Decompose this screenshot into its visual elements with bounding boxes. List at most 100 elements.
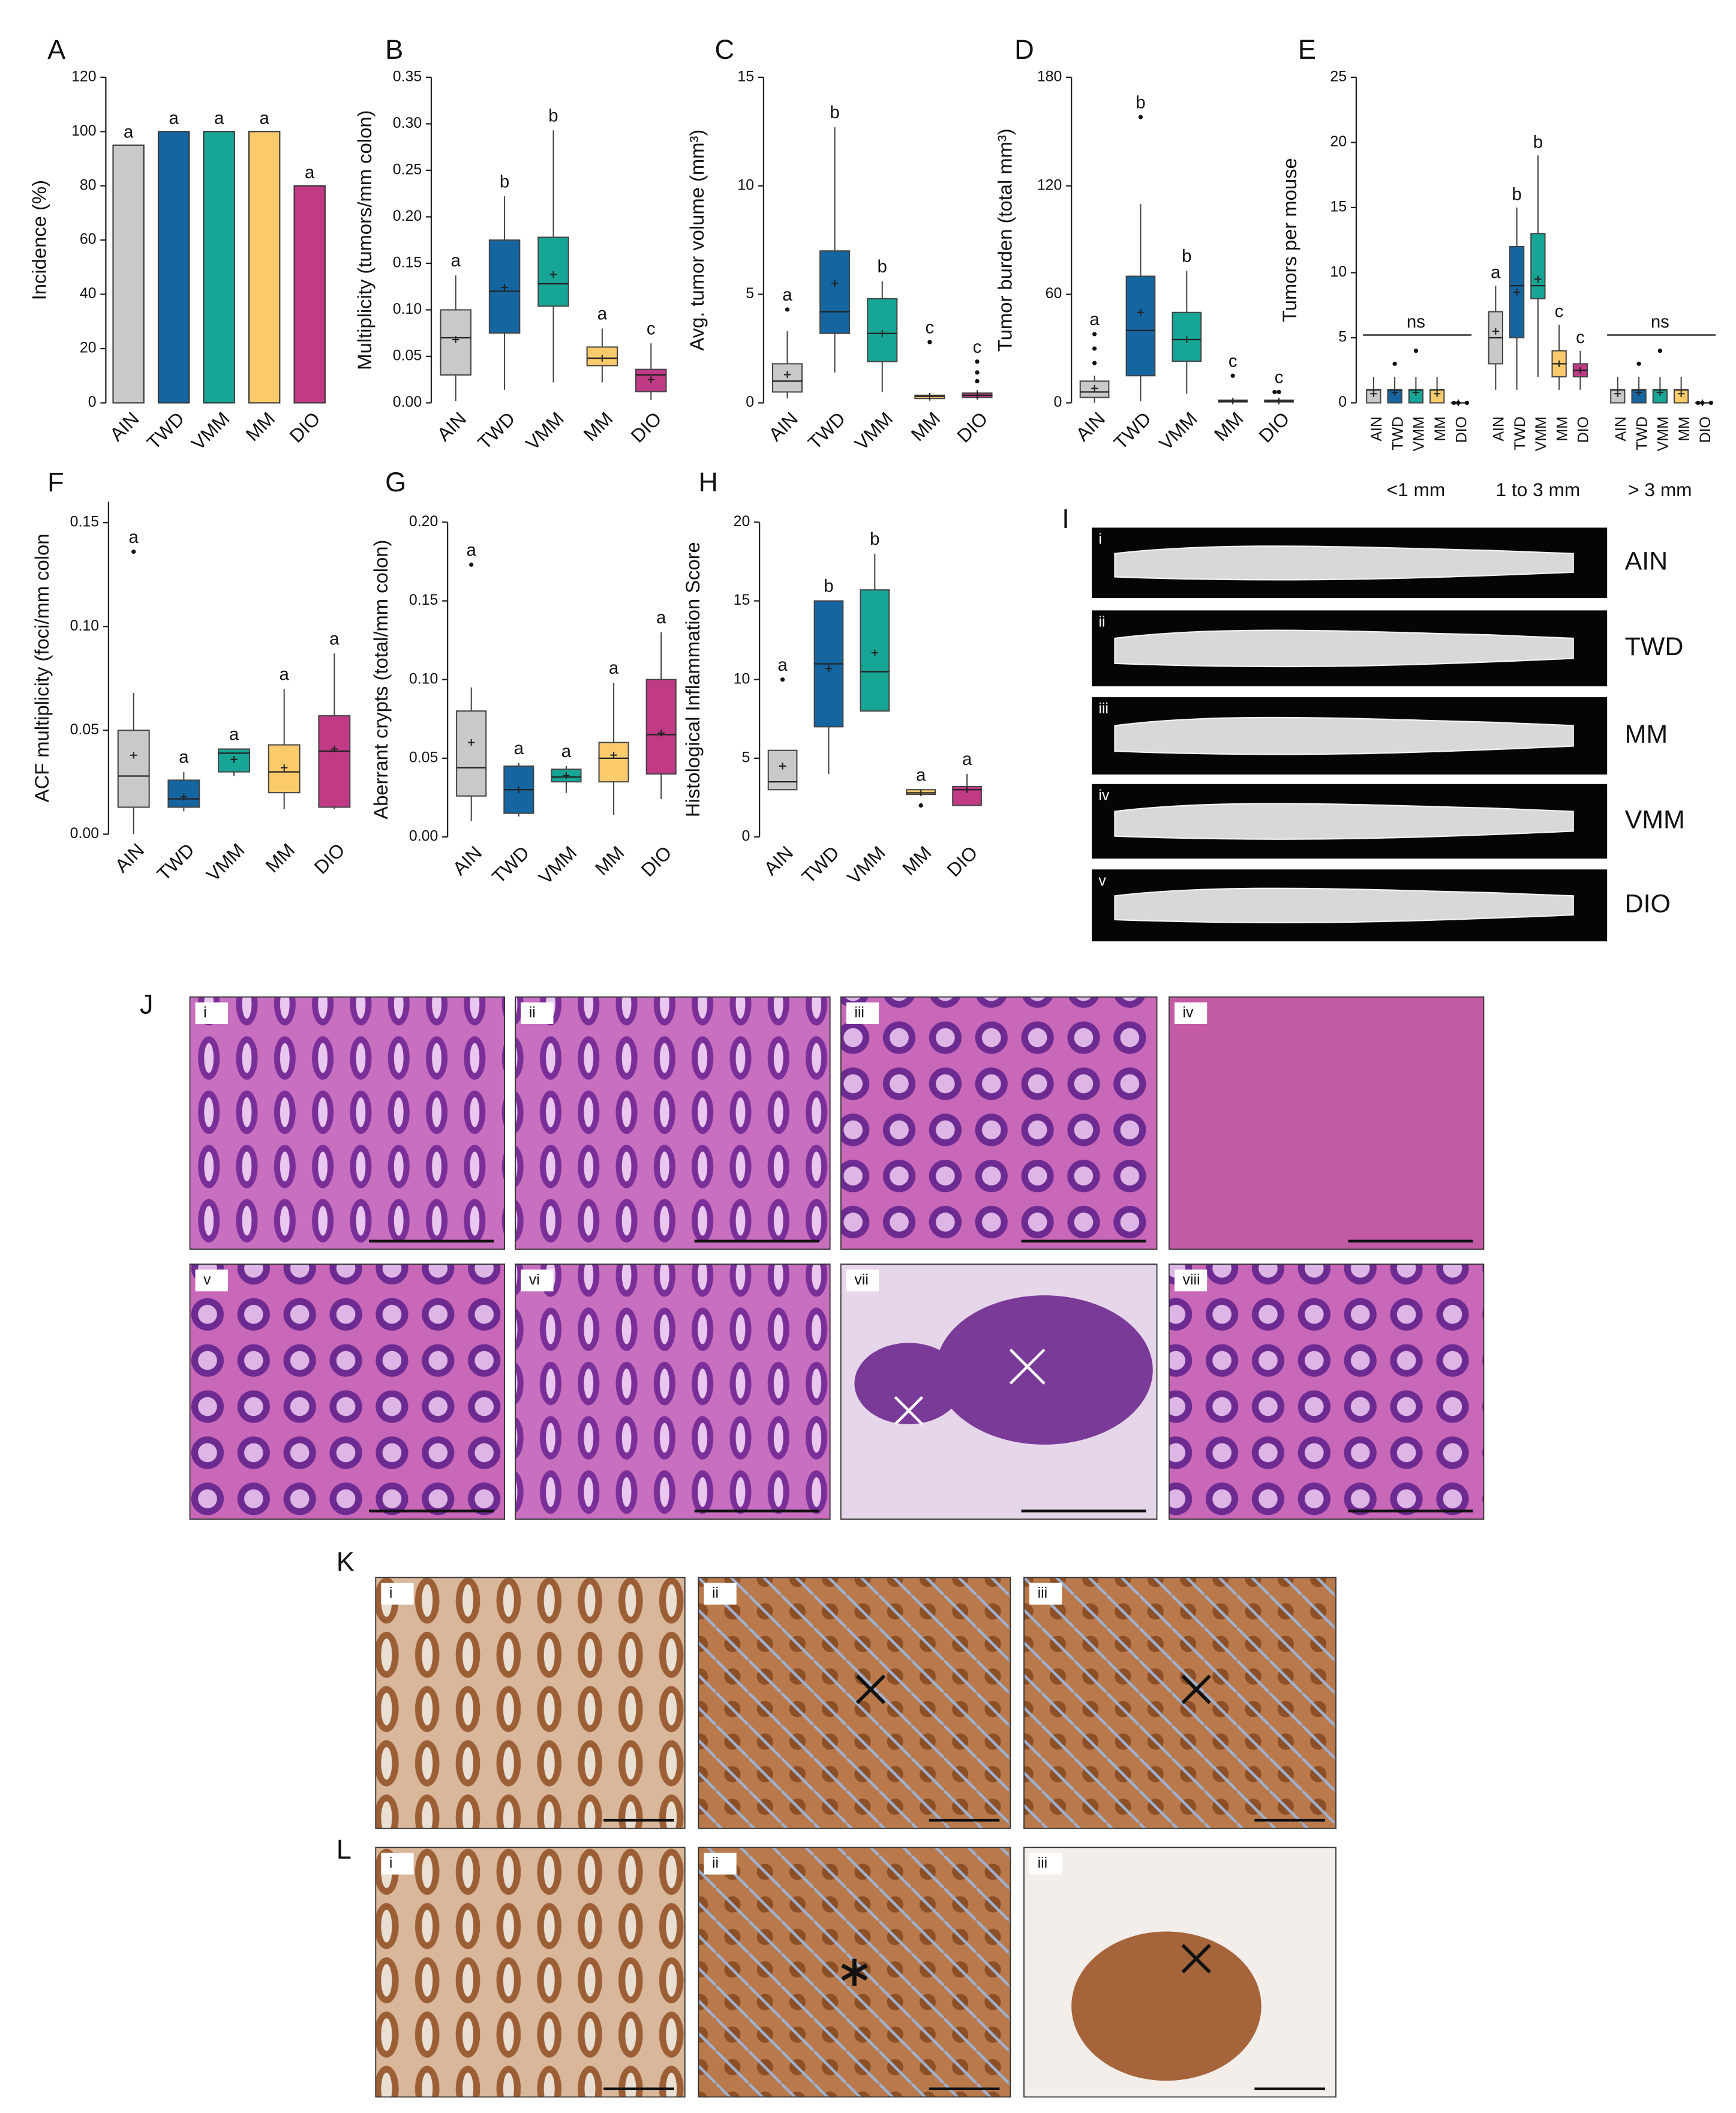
numeral-box xyxy=(521,1269,554,1292)
group-label: 1 to 3 mm xyxy=(1496,479,1581,500)
x-tick-label: TWD xyxy=(473,407,519,453)
y-tick-label: 120 xyxy=(1037,176,1062,193)
mean-marker xyxy=(1137,309,1145,316)
y-tick-label: 0 xyxy=(741,828,750,845)
significance-letter: b xyxy=(824,577,833,596)
bar xyxy=(293,185,326,404)
ihc-image xyxy=(698,1577,1011,1829)
significance-letter: a xyxy=(514,739,524,758)
mean-marker xyxy=(1635,389,1642,396)
x-mark xyxy=(855,1674,886,1704)
y-tick-label: 5 xyxy=(741,749,750,766)
x-tick-label: VMM xyxy=(1411,416,1428,451)
ihc-image xyxy=(375,1847,686,2098)
colon-tissue xyxy=(1114,629,1574,668)
x-tick-label: VMM xyxy=(843,842,890,889)
significance-letter: a xyxy=(260,109,270,128)
outlier xyxy=(1413,349,1419,353)
x-tick-label: VMM xyxy=(1155,407,1202,454)
significance-letter: a xyxy=(467,540,477,560)
image-label: VMM xyxy=(1625,805,1685,834)
y-tick-label: 25 xyxy=(1330,68,1347,85)
bar xyxy=(112,144,145,404)
y-tick-label: 0.00 xyxy=(393,394,422,410)
x-tick-label: AIN xyxy=(759,842,797,880)
numeral-box xyxy=(381,1583,414,1605)
significance-letter: b xyxy=(1512,184,1521,204)
outlier xyxy=(1696,400,1701,406)
image-numeral: iv xyxy=(1183,1004,1194,1021)
mean-marker xyxy=(563,772,570,779)
outlier xyxy=(1092,332,1097,337)
y-tick-label: 0.20 xyxy=(409,513,438,530)
outlier xyxy=(780,677,785,682)
y-tick-label: 0.10 xyxy=(409,670,438,687)
mean-marker xyxy=(1555,360,1563,368)
significance-letter: a xyxy=(1089,310,1100,329)
numeral-box xyxy=(521,1002,554,1024)
histology-image xyxy=(1169,996,1485,1250)
numeral-box xyxy=(381,1853,414,1875)
x-tick-label: DIO xyxy=(1453,416,1470,443)
y-tick-label: 0.30 xyxy=(393,115,422,131)
x-tick-label: MM xyxy=(1554,416,1570,441)
mean-marker xyxy=(783,371,791,379)
x-tick-label: MM xyxy=(261,839,299,877)
x-tick-label: TWD xyxy=(152,839,198,884)
mean-marker xyxy=(549,271,557,278)
significance-letter: a xyxy=(169,109,179,128)
y-tick-label: 0.05 xyxy=(393,347,422,364)
y-axis-label: Incidence (%) xyxy=(28,180,50,300)
significance-letter: a xyxy=(280,664,290,684)
mean-marker xyxy=(825,665,833,672)
image-numeral: i xyxy=(389,1584,393,1601)
y-tick-label: 0.25 xyxy=(393,161,422,178)
outlier xyxy=(1272,389,1277,395)
mean-marker xyxy=(974,392,981,399)
panel-letter: J xyxy=(140,989,154,1020)
y-tick-label: 0.15 xyxy=(409,592,438,608)
y-tick-label: 0.05 xyxy=(70,721,99,738)
outlier xyxy=(975,379,980,383)
colon-tissue xyxy=(1114,803,1574,840)
x-tick-label: MM xyxy=(1210,407,1248,445)
outlier xyxy=(1636,361,1641,366)
y-tick-label: 15 xyxy=(737,68,754,85)
mean-marker xyxy=(1513,289,1521,296)
tumor-section xyxy=(1071,1931,1262,2081)
numeral-box xyxy=(704,1583,737,1605)
significance-letter: b xyxy=(870,529,879,549)
significance-letter: c xyxy=(1576,328,1585,347)
x-tick-label: TWD xyxy=(1512,416,1528,451)
y-tick-label: 40 xyxy=(80,285,97,302)
x-tick-label: TWD xyxy=(143,407,188,453)
x-tick-label: AIN xyxy=(764,407,802,445)
tumor-section xyxy=(854,1343,963,1424)
outlier xyxy=(975,359,980,364)
image-numeral: vii xyxy=(854,1271,868,1288)
image-label: TWD xyxy=(1625,632,1684,661)
colon-tissue xyxy=(1114,545,1574,581)
histology-image xyxy=(189,996,505,1250)
image-numeral: iii xyxy=(854,1004,864,1021)
significance-letter: b xyxy=(830,103,839,122)
mean-marker xyxy=(515,786,522,793)
significance-letter: a xyxy=(214,109,224,128)
mean-marker xyxy=(331,745,338,753)
significance-letter: a xyxy=(329,629,340,649)
y-tick-label: 60 xyxy=(1046,285,1062,302)
y-tick-label: 120 xyxy=(71,68,96,85)
mean-marker xyxy=(281,764,288,772)
y-tick-label: 10 xyxy=(734,670,750,687)
x-tick-label: DIO xyxy=(626,407,665,446)
significance-letter: a xyxy=(916,765,926,785)
mean-marker xyxy=(468,739,475,746)
significance-letter: c xyxy=(973,337,982,357)
ihc-image xyxy=(1023,1577,1336,1829)
y-tick-label: 0.15 xyxy=(70,514,99,530)
mean-marker xyxy=(779,763,786,770)
box xyxy=(598,742,629,783)
outlier xyxy=(785,307,790,312)
y-tick-label: 0.00 xyxy=(409,828,438,845)
numeral-box xyxy=(195,1002,228,1024)
